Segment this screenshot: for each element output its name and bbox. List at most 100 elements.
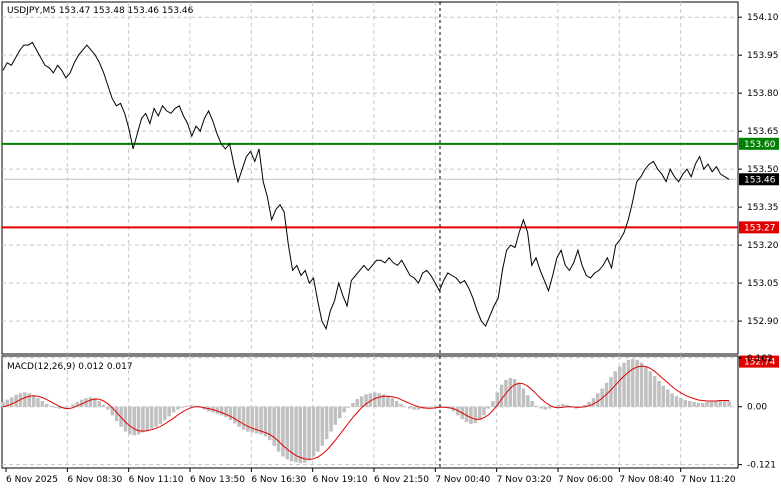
macd-bar <box>75 401 80 407</box>
macd-bar <box>123 406 128 432</box>
macd-bar <box>342 406 346 413</box>
macd-bar <box>626 359 631 407</box>
macd-bar <box>5 399 10 407</box>
macd-bar <box>364 394 368 407</box>
macd-bar <box>237 406 241 427</box>
macd-bar <box>674 396 679 407</box>
macd-bar <box>58 406 62 409</box>
price-series-line <box>2 41 730 331</box>
macd-bar <box>416 406 421 410</box>
macd-bar <box>228 406 233 421</box>
macd-tick-label: -0.121 <box>747 461 776 471</box>
macd-bar <box>648 371 652 407</box>
macd-bar <box>110 406 115 416</box>
time-tick-label: 7 Nov 08:40 <box>619 475 674 485</box>
macd-bar <box>512 379 517 407</box>
time-tick-label: 6 Nov 21:50 <box>374 475 429 485</box>
macd-signal-line <box>2 365 729 460</box>
macd-bar <box>93 398 97 407</box>
macd-bar <box>241 406 246 430</box>
price-tick-label: 153.05 <box>747 279 779 289</box>
macd-bar <box>97 401 101 407</box>
macd-bar <box>587 401 591 407</box>
macd-bar <box>709 401 714 407</box>
price-axis: 154.10 153.95 153.80 153.65 153.50 153.35 153.… <box>738 13 779 368</box>
macd-bar <box>508 378 513 407</box>
macd-bar <box>582 404 587 407</box>
macd-bar <box>311 406 316 457</box>
macd-bar <box>434 405 438 407</box>
macd-bar <box>316 406 320 452</box>
macd-bar <box>167 406 171 417</box>
macd-bar <box>617 366 622 407</box>
macd-bar <box>373 392 377 407</box>
macd-bar <box>281 406 285 457</box>
price-tick-label: 153.95 <box>747 51 779 61</box>
macd-bar <box>644 366 648 407</box>
level-label: 152.74 <box>744 358 776 368</box>
macd-bar <box>303 406 307 463</box>
macd-bar <box>45 403 49 407</box>
macd-tick-label: 0.102 <box>747 354 773 364</box>
macd-bar <box>526 395 530 407</box>
macd-bar <box>31 395 36 407</box>
macd-bar <box>149 406 154 429</box>
macd-bar <box>381 394 386 407</box>
macd-bar <box>285 406 289 460</box>
macd-bar <box>377 393 381 407</box>
macd-bar <box>565 404 569 407</box>
macd-bar <box>596 393 600 407</box>
macd-bar <box>14 394 18 407</box>
main-pane-frame <box>1 1 739 355</box>
macd-bar <box>141 406 145 433</box>
macd-bar <box>338 406 342 419</box>
macd-bar <box>233 406 237 424</box>
macd-bar <box>224 406 228 418</box>
macd-bar <box>62 406 66 409</box>
macd-bar <box>722 401 727 407</box>
time-tick-label: 6 Nov 19:10 <box>313 475 368 485</box>
macd-bar <box>701 402 705 407</box>
macd-bar <box>268 406 272 441</box>
macd-bar <box>613 371 617 407</box>
macd-tick-label: 0.00 <box>747 403 767 413</box>
macd-bar <box>429 406 434 408</box>
macd-bar <box>71 404 75 407</box>
macd-bar <box>272 406 276 446</box>
macd-header: MACD(12,26,9) 0.012 0.017 <box>7 362 133 372</box>
macd-bar <box>320 406 324 446</box>
macd-bar <box>530 401 534 407</box>
macd-bar <box>23 392 27 407</box>
macd-bar <box>399 403 403 407</box>
price-tick-label: 153.50 <box>747 165 779 175</box>
macd-bar <box>635 359 639 407</box>
main-price-pane: USDJPY,M5 153.47 153.48 153.46 153.46 <box>1 1 739 363</box>
macd-bar <box>591 398 596 407</box>
macd-bar <box>27 393 31 407</box>
macd-bar <box>154 406 158 427</box>
macd-bar <box>49 405 53 407</box>
time-tick-label: 6 Nov 16:30 <box>251 475 306 485</box>
time-tick-label: 6 Nov 08:30 <box>67 475 122 485</box>
macd-bar <box>495 392 499 407</box>
macd-axis: 0.102 0.00 -0.121 <box>738 354 776 471</box>
macd-bar <box>171 406 176 413</box>
price-tick-label: 152.90 <box>747 317 779 327</box>
macd-bar <box>705 401 709 407</box>
price-tick-label: 153.80 <box>747 89 779 99</box>
macd-bar <box>307 406 311 461</box>
macd-bar <box>687 401 692 407</box>
time-tick-label: 7 Nov 00:40 <box>435 475 490 485</box>
macd-bar <box>473 406 478 423</box>
macd-bar <box>561 403 565 407</box>
time-tick-label: 6 Nov 2025 <box>6 475 58 485</box>
macd-bar <box>289 406 294 462</box>
macd-bar <box>692 401 696 407</box>
time-tick-label: 7 Nov 06:00 <box>558 475 613 485</box>
macd-bar <box>333 406 338 425</box>
macd-bar <box>254 406 259 434</box>
level-tag <box>739 355 779 368</box>
macd-bar <box>652 376 657 407</box>
price-tick-label: 153.65 <box>747 127 779 137</box>
